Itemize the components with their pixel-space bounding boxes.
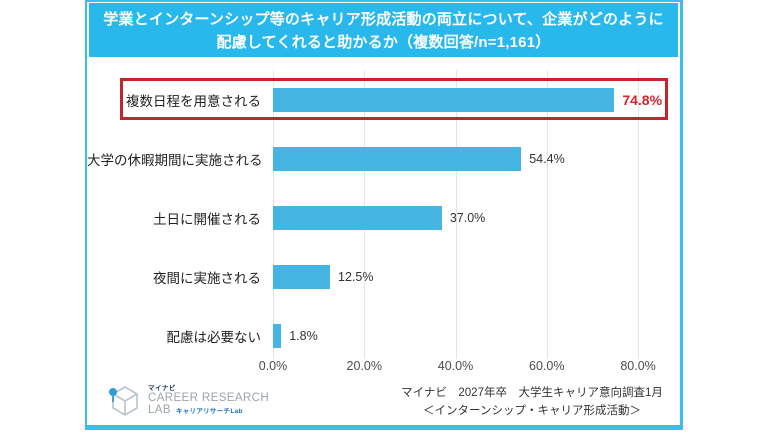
- category-label: 配慮は必要ない: [166, 329, 262, 345]
- bar: [273, 323, 282, 348]
- logo-brand-text: マイナビ: [148, 384, 176, 392]
- bar-row: 複数日程を用意される 74.8%: [87, 70, 681, 129]
- bar-area: 74.8%: [273, 87, 663, 112]
- bar-area: 54.4%: [273, 146, 565, 171]
- bar-value: 1.8%: [289, 328, 318, 343]
- chart-card: 学業とインターンシップ等のキャリア形成活動の両立について、企業がどのように 配慮…: [85, 0, 683, 430]
- x-tick-label: 0.0%: [258, 359, 288, 373]
- bar-row: 土日に開催される 37.0%: [87, 188, 681, 247]
- bar: [273, 146, 522, 171]
- bar: [273, 205, 442, 230]
- category-label: 夜間に実施される: [153, 270, 261, 286]
- bar-area: 12.5%: [273, 264, 374, 289]
- grid-line: [546, 70, 548, 359]
- category-label: 大学の休暇期間に実施される: [87, 152, 263, 168]
- x-tick-label: 40.0%: [437, 359, 474, 373]
- grid-line: [638, 70, 640, 359]
- source-caption: マイナビ 2027年卒 大学生キャリア意向調査1月 ＜インターンシップ・キャリア…: [397, 385, 667, 421]
- grid-line: [455, 70, 457, 359]
- logo-sub-text: キャリアリサーチLab: [175, 408, 243, 416]
- bar: [273, 264, 331, 289]
- bar-rows: 複数日程を用意される 74.8% 大学の休暇期間に実施される 54.4% 土日に開催され…: [87, 70, 681, 365]
- source-line2: ＜インターンシップ・キャリア形成活動＞: [423, 404, 641, 417]
- bar-value: 54.4%: [529, 151, 565, 166]
- x-axis: 0.0% 20.0% 40.0% 60.0% 80.0%: [259, 359, 670, 377]
- bar-area: 37.0%: [273, 205, 486, 230]
- source-line1: マイナビ 2027年卒 大学生キャリア意向調査1月: [401, 387, 663, 399]
- bar-value: 12.5%: [338, 269, 374, 284]
- x-tick-label: 20.0%: [346, 359, 382, 373]
- bar-value: 37.0%: [449, 210, 486, 225]
- bar-row: 夜間に実施される 12.5%: [87, 247, 681, 306]
- chart-title-banner: 学業とインターンシップ等のキャリア形成活動の両立について、企業がどのように 配慮…: [89, 3, 678, 57]
- footer: マイナビ CAREER RESEARCH LAB キャリアリサーチLab マイナ…: [87, 381, 681, 423]
- logo-line2: LAB: [148, 404, 171, 417]
- bar-area: 1.8%: [273, 323, 318, 348]
- career-research-lab-logo: マイナビ CAREER RESEARCH LAB キャリアリサーチLab: [108, 383, 269, 419]
- category-label: 土日に開催される: [153, 211, 261, 227]
- bar-row: 配慮は必要ない 1.8%: [87, 306, 681, 365]
- chart-title-line1: 学業とインターンシップ等のキャリア形成活動の両立について、企業がどのように: [103, 11, 664, 28]
- bar-row: 大学の休暇期間に実施される 54.4%: [87, 129, 681, 188]
- x-tick-label: 80.0%: [620, 359, 656, 373]
- bar: [273, 87, 615, 112]
- bar-value: 74.8%: [622, 91, 663, 108]
- x-tick-label: 60.0%: [529, 359, 565, 373]
- chart-title-line2: 配慮してくれると助かるか（複数回答/n=1,161）: [216, 33, 551, 51]
- logo-cube-icon: [109, 386, 138, 416]
- category-label: 複数日程を用意される: [126, 93, 261, 109]
- logo-line1: CAREER RESEARCH: [148, 392, 270, 405]
